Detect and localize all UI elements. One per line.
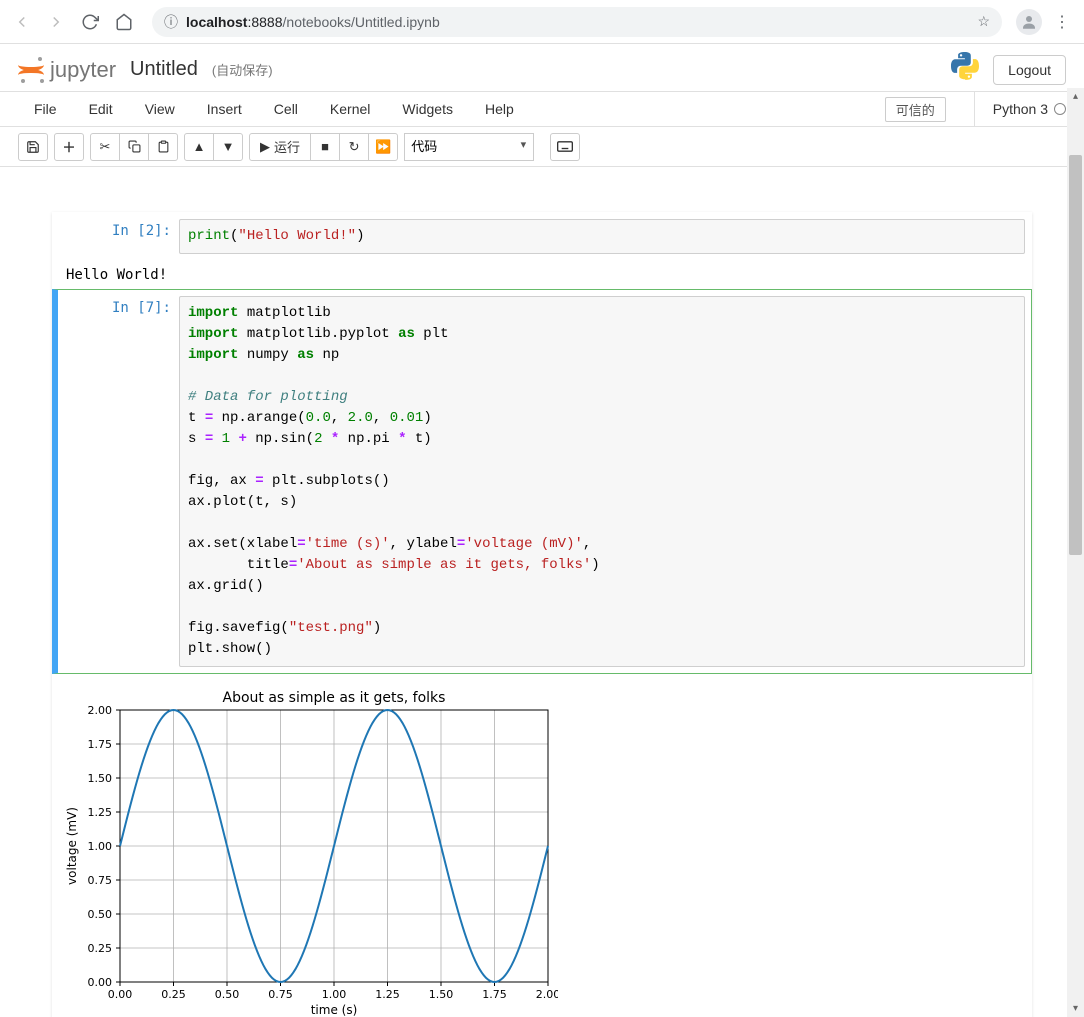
svg-text:2.00: 2.00	[88, 704, 113, 717]
forward-button[interactable]	[42, 8, 70, 36]
code-text: print("Hello World!")	[188, 226, 1016, 247]
scroll-down-arrow[interactable]: ▾	[1067, 1000, 1084, 1017]
scroll-up-arrow[interactable]: ▴	[1067, 88, 1084, 105]
svg-text:1.25: 1.25	[375, 988, 400, 1001]
svg-text:1.50: 1.50	[88, 772, 113, 785]
home-button[interactable]	[110, 8, 138, 36]
svg-text:0.00: 0.00	[108, 988, 133, 1001]
svg-text:1.50: 1.50	[429, 988, 454, 1001]
input-prompt: In [2]:	[59, 219, 179, 254]
code-text: import matplotlib import matplotlib.pypl…	[188, 303, 1016, 660]
svg-text:1.75: 1.75	[88, 738, 113, 751]
stdout-output: Hello World!	[58, 263, 1026, 287]
code-cell-2[interactable]: In [7]: import matplotlib import matplot…	[52, 289, 1032, 674]
svg-text:About as simple as it gets, fo: About as simple as it gets, folks	[223, 690, 446, 706]
svg-text:1.75: 1.75	[482, 988, 507, 1001]
input-prompt: In [7]:	[59, 296, 179, 667]
code-cell-1[interactable]: In [2]: print("Hello World!")	[52, 212, 1032, 261]
svg-text:0.25: 0.25	[161, 988, 186, 1001]
svg-text:voltage (mV): voltage (mV)	[65, 807, 79, 885]
back-button[interactable]	[8, 8, 36, 36]
output-row-2: 0.00 0.25 0.50 0.75 1.00 1.25 1.50 1.75 2.00 0.00…	[52, 674, 1032, 1017]
vertical-scrollbar[interactable]: ▴ ▾	[1067, 88, 1084, 1017]
bookmark-star-icon[interactable]: ☆	[977, 13, 990, 30]
code-input-area[interactable]: import matplotlib import matplotlib.pypl…	[179, 296, 1025, 667]
svg-text:2.00: 2.00	[536, 988, 558, 1001]
code-input-area[interactable]: print("Hello World!")	[179, 219, 1025, 254]
svg-text:0.25: 0.25	[88, 942, 113, 955]
jupyter-frame: jupyter Untitled (自动保存) Logout File Edit…	[0, 44, 1084, 1017]
chart-output: 0.00 0.25 0.50 0.75 1.00 1.25 1.50 1.75 2.00 0.00…	[58, 676, 1026, 1017]
url-text: localhost:8888/notebooks/Untitled.ipynb	[186, 14, 969, 30]
notebook-scroll-area[interactable]: In [2]: print("Hello World!") Hello Worl…	[0, 44, 1084, 1017]
notebook: In [2]: print("Hello World!") Hello Worl…	[52, 212, 1032, 1017]
svg-text:1.25: 1.25	[88, 806, 113, 819]
address-bar[interactable]: ⓘ localhost:8888/notebooks/Untitled.ipyn…	[152, 7, 1002, 37]
scrollbar-thumb[interactable]	[1069, 155, 1082, 555]
svg-text:time (s): time (s)	[311, 1003, 358, 1017]
info-icon: ⓘ	[164, 12, 178, 32]
sine-chart-svg: 0.00 0.25 0.50 0.75 1.00 1.25 1.50 1.75 2.00 0.00…	[58, 684, 558, 1017]
reload-button[interactable]	[76, 8, 104, 36]
svg-text:0.75: 0.75	[268, 988, 293, 1001]
scrollbar-track[interactable]	[1067, 105, 1084, 1000]
svg-text:0.75: 0.75	[88, 874, 113, 887]
output-row-1: Hello World!	[52, 261, 1032, 289]
svg-text:1.00: 1.00	[88, 840, 113, 853]
chrome-menu-button[interactable]: ⋮	[1048, 8, 1076, 36]
profile-avatar[interactable]	[1016, 9, 1042, 35]
svg-text:0.50: 0.50	[215, 988, 240, 1001]
browser-toolbar: ⓘ localhost:8888/notebooks/Untitled.ipyn…	[0, 0, 1084, 44]
svg-text:0.50: 0.50	[88, 908, 113, 921]
svg-text:0.00: 0.00	[88, 976, 113, 989]
svg-text:1.00: 1.00	[322, 988, 347, 1001]
